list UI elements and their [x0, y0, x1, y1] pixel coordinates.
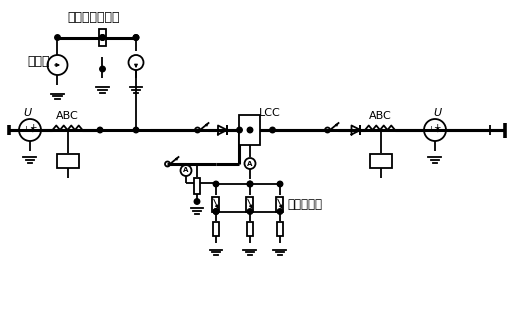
Text: +: + — [22, 125, 29, 135]
Text: +: + — [433, 123, 441, 132]
Circle shape — [133, 35, 139, 40]
Circle shape — [237, 127, 242, 133]
Circle shape — [194, 199, 200, 204]
Text: $U$: $U$ — [433, 106, 443, 117]
Bar — [57, 153, 79, 168]
Circle shape — [213, 181, 219, 187]
Text: ABC: ABC — [56, 111, 79, 121]
Circle shape — [247, 209, 253, 214]
Circle shape — [277, 181, 283, 187]
Text: +: + — [29, 123, 37, 132]
Circle shape — [133, 35, 139, 40]
Bar — [277, 221, 283, 236]
Bar — [213, 221, 219, 236]
Text: ABC: ABC — [369, 111, 392, 121]
Circle shape — [277, 209, 283, 214]
Text: A: A — [184, 168, 189, 174]
Text: A: A — [248, 161, 253, 167]
Bar — [277, 197, 283, 211]
Circle shape — [100, 35, 105, 40]
Circle shape — [247, 181, 253, 187]
Circle shape — [133, 127, 139, 133]
Circle shape — [247, 127, 253, 133]
Circle shape — [100, 35, 105, 40]
Bar — [247, 221, 253, 236]
Text: 电压限制器: 电压限制器 — [288, 198, 322, 210]
Text: 架空线路波阻抗: 架空线路波阻抗 — [68, 11, 120, 24]
Text: 雷电流: 雷电流 — [28, 55, 50, 68]
Circle shape — [213, 209, 219, 214]
Bar — [246, 197, 253, 211]
Circle shape — [100, 66, 105, 72]
Circle shape — [213, 209, 219, 214]
Circle shape — [270, 127, 275, 133]
Bar — [370, 153, 392, 168]
Text: LCC: LCC — [258, 107, 280, 117]
Bar — [99, 29, 106, 46]
Bar — [194, 177, 200, 193]
Circle shape — [97, 127, 103, 133]
Circle shape — [247, 181, 253, 187]
Text: +: + — [427, 125, 434, 135]
Bar — [240, 115, 261, 145]
Circle shape — [55, 35, 60, 40]
Bar — [213, 197, 219, 211]
Text: $U$: $U$ — [22, 106, 32, 117]
